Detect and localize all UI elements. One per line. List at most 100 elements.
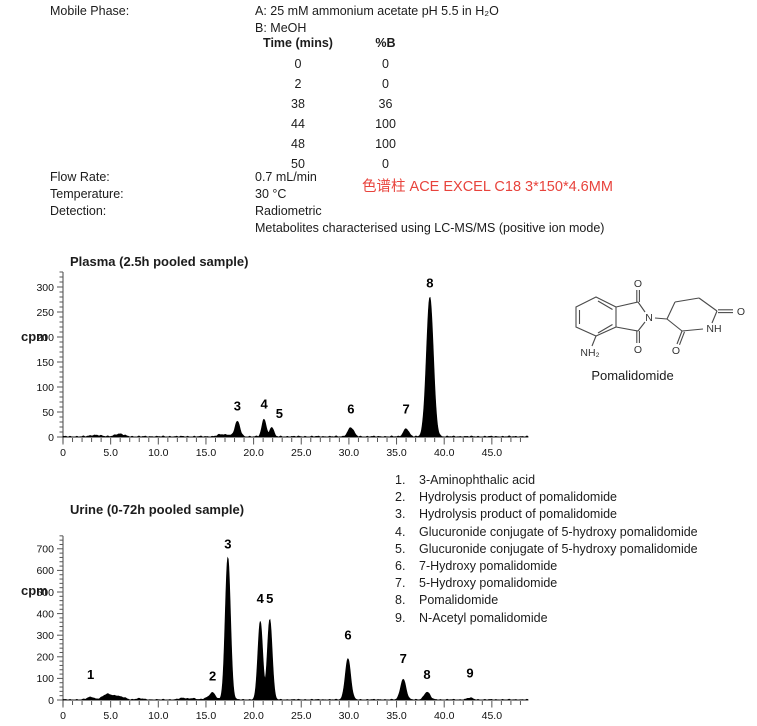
gradient-cell: 50 [291, 157, 305, 171]
mobile-phase-a: A: 25 mM ammonium acetate pH 5.5 in H₂O [255, 4, 499, 18]
y-tick-label: 400 [36, 608, 54, 620]
chromatogram-trace [62, 296, 529, 438]
x-tick-label: 10.0 [148, 447, 169, 459]
legend-item: 4. Glucuronide conjugate of 5-hydroxy pom… [395, 524, 698, 541]
atom-label-o-phthal-bottom: O [634, 344, 642, 356]
legend-item-number: 6. [395, 559, 406, 574]
y-tick-label: 300 [36, 630, 54, 642]
atom-label-nh: NH [706, 323, 721, 335]
legend-item-text: Glucuronide conjugate of 5-hydroxy pomal… [419, 541, 698, 556]
peak-label-7: 7 [400, 651, 407, 666]
legend-item-number: 9. [395, 610, 406, 625]
x-tick-label: 45.0 [482, 710, 503, 722]
x-tick-label: 40.0 [434, 710, 455, 722]
plasma-chromatogram: 0 50 100 150 200 250 300 0 5.0 10.0 15.0 20.0 25.0 30… [36, 271, 529, 459]
gradient-cell: 38 [291, 97, 305, 111]
gradient-cell: 0 [382, 77, 389, 91]
structure-caption: Pomalidomide [591, 368, 674, 383]
detection-label: Detection: [50, 204, 107, 218]
peak-label-5: 5 [266, 591, 273, 606]
x-tick-label: 35.0 [386, 710, 407, 722]
y-tick-label: 0 [48, 432, 54, 444]
gradient-time-column: Time (mins) 0 2 38 44 48 50 [255, 33, 341, 174]
x-tick-label: 15.0 [196, 710, 217, 722]
gradient-cell: 0 [294, 57, 302, 71]
atom-label-o-right: O [737, 306, 745, 318]
plasma-chart-title: Plasma (2.5h pooled sample) [70, 254, 249, 269]
gradient-cell: 2 [294, 77, 302, 91]
temperature-value: 30 °C [255, 187, 287, 201]
y-tick-label: 100 [36, 673, 54, 685]
peak-label-9: 9 [466, 665, 473, 680]
legend-item: 2. Hydrolysis product of pomalidomide [395, 489, 698, 506]
y-tick-label: 200 [36, 332, 54, 344]
urine-chart-title: Urine (0-72h pooled sample) [70, 502, 245, 517]
peak-label-3: 3 [224, 537, 231, 552]
temperature-label: Temperature: [50, 187, 124, 201]
y-tick-label: 0 [48, 695, 54, 707]
peak-label-8: 8 [426, 276, 433, 291]
gradient-cell: 44 [291, 117, 305, 131]
peak-label-8: 8 [423, 667, 430, 682]
gradient-cell: 100 [375, 117, 396, 131]
peak-label-5: 5 [276, 406, 283, 421]
legend-item-number: 8. [395, 593, 406, 608]
legend-item: 6. 7-Hydroxy pomalidomide [395, 558, 698, 575]
flow-rate-label: Flow Rate: [50, 170, 110, 184]
legend-item-text: 3-Aminophthalic acid [419, 473, 536, 487]
legend-item-text: 5-Hydroxy pomalidomide [419, 576, 558, 591]
y-tick-label: 600 [36, 565, 54, 577]
atom-label-nh2: NH₂ [580, 347, 599, 359]
legend-item-number: 4. [395, 524, 406, 539]
peak-label-6: 6 [344, 628, 351, 643]
peak-label-4: 4 [257, 591, 265, 606]
x-tick-label: 10.0 [148, 710, 169, 722]
detection-value: Radiometric [255, 204, 322, 218]
mobile-phase-b: B: MeOH [255, 21, 307, 35]
legend-item-text: Hydrolysis product of pomalidomide [419, 490, 618, 505]
x-tick-label: 25.0 [291, 447, 312, 459]
legend-item-text: 7-Hydroxy pomalidomide [419, 559, 558, 574]
x-tick-label: 15.0 [196, 447, 217, 459]
detection-note: Metabolites characterised using LC-MS/MS… [255, 221, 605, 235]
x-tick-label: 20.0 [243, 710, 264, 722]
x-tick-label: 45.0 [482, 447, 503, 459]
mobile-phase-label: Mobile Phase: [50, 4, 130, 18]
x-tick-label: 5.0 [103, 447, 118, 459]
y-tick-label: 500 [36, 587, 54, 599]
chromatogram-trace [62, 556, 529, 701]
x-tick-label: 0 [60, 710, 66, 722]
pomalidomide-structure: O O N O O NH NH₂ [575, 278, 745, 359]
gradient-cell: 48 [291, 137, 305, 151]
legend-item: 5. Glucuronide conjugate of 5-hydroxy pom… [395, 541, 698, 558]
legend-item-text: N-Acetyl pomalidomide [419, 610, 548, 625]
peak-label-7: 7 [402, 402, 409, 417]
atom-label-o-top: O [634, 278, 642, 290]
gradient-percentb-column: %B 0 0 36 100 100 0 [358, 33, 413, 174]
y-tick-label: 300 [36, 282, 54, 294]
y-tick-label: 250 [36, 307, 54, 319]
y-tick-label: 200 [36, 652, 54, 664]
x-tick-label: 35.0 [386, 447, 407, 459]
legend-item-number: 3. [395, 507, 406, 522]
legend-item: 7. 5-Hydroxy pomalidomide [395, 575, 698, 592]
legend-item-number: 5. [395, 541, 406, 556]
gradient-time-header: Time (mins) [263, 36, 333, 50]
legend-item: 3. Hydrolysis product of pomalidomide [395, 506, 698, 523]
legend-item-number: 7. [395, 576, 406, 591]
x-tick-label: 5.0 [103, 710, 118, 722]
atom-label-o-glut-bottom: O [672, 345, 680, 357]
legend-item-text: Hydrolysis product of pomalidomide [419, 507, 618, 522]
gradient-cell: 0 [382, 157, 389, 171]
flow-rate-value: 0.7 mL/min [255, 170, 317, 184]
peak-label-6: 6 [347, 402, 354, 417]
gradient-percentb-header: %B [375, 36, 396, 50]
gradient-cell: 0 [382, 57, 389, 71]
x-tick-label: 30.0 [339, 447, 360, 459]
peak-label-3: 3 [234, 399, 241, 414]
legend-item-number: 2. [395, 490, 406, 505]
x-tick-label: 25.0 [291, 710, 312, 722]
legend-item: 1. 3-Aminophthalic acid [395, 472, 698, 489]
